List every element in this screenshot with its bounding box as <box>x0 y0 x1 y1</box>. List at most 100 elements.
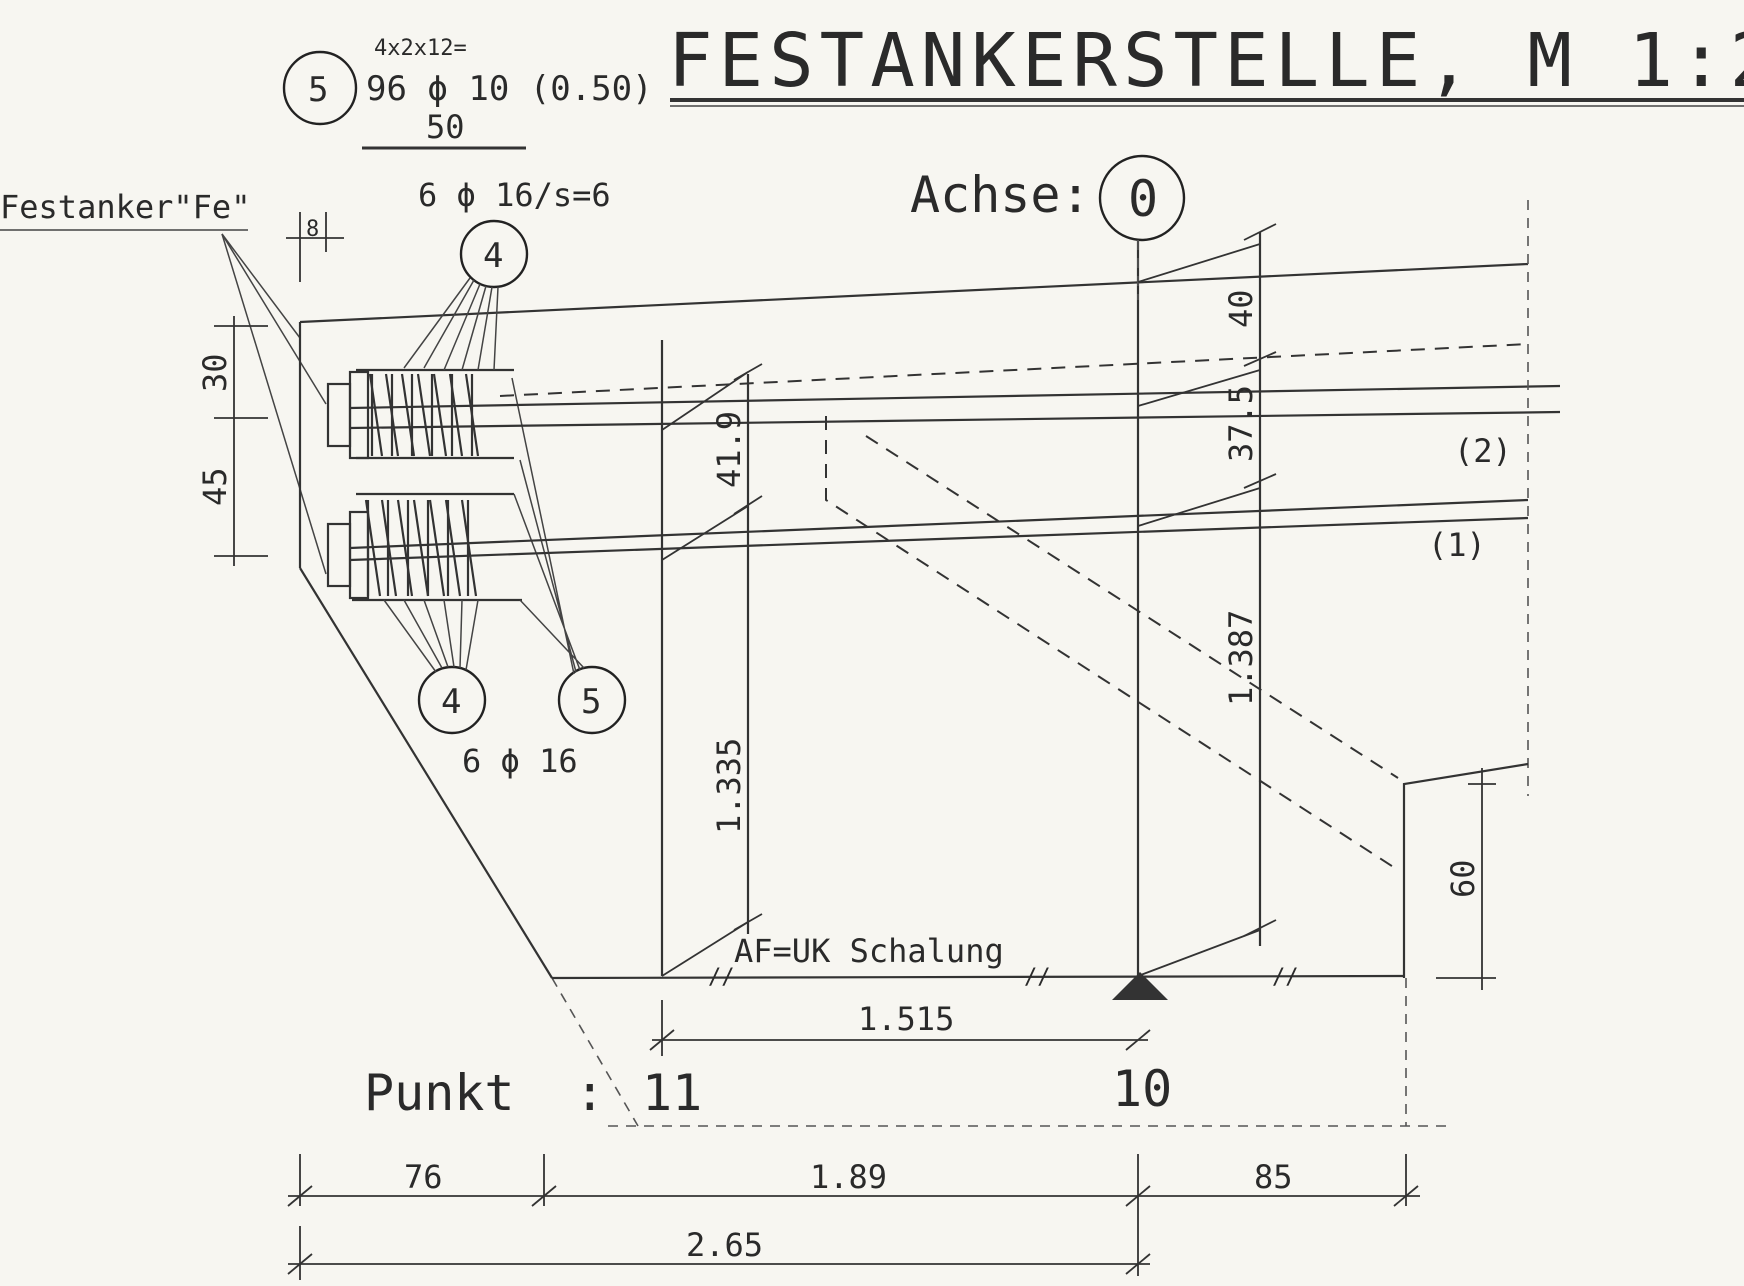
dim-1-89: 1.89 <box>810 1158 887 1196</box>
tendon-2-line-b <box>349 410 1561 430</box>
dim-1-515-tick-1 <box>649 1029 675 1051</box>
bar5-bottom-leaders <box>511 377 585 675</box>
tendon-1-line-b <box>349 516 1529 562</box>
bar4-bottom-spec: 6 ϕ 16 <box>462 742 578 780</box>
bar5-formula: 4x2x12= <box>374 36 467 61</box>
top-edge-line <box>299 262 1529 324</box>
mid-dim-slope-1 <box>661 371 749 431</box>
dim-1-515-tick-2 <box>1125 1029 1151 1051</box>
punkt-row: Punkt : 11 10 <box>364 1060 1172 1122</box>
bar5-bottom-number: 5 <box>581 682 601 722</box>
af-line: AF=UK Schalung // // // <box>551 932 1405 990</box>
dim-41-9: 41.9 <box>710 411 748 488</box>
right-dim-slope-1 <box>1137 243 1261 283</box>
right-dim-slope-3 <box>1137 487 1261 527</box>
bottom-tick-b <box>531 1185 557 1207</box>
bottom-tick-e <box>287 1253 313 1275</box>
dim-1-515: 1.515 <box>858 1000 954 1038</box>
right-dim-tick-2 <box>1243 351 1277 367</box>
axis-0 <box>1112 240 1168 1000</box>
achse-value: 0 <box>1128 170 1158 228</box>
bar5-length: 50 <box>426 108 465 146</box>
anchor-head-bottom-plate <box>326 522 352 588</box>
punkt-label: Punkt : <box>364 1064 605 1122</box>
achse-circle <box>1098 154 1186 242</box>
dim-40: 40 <box>1222 289 1260 328</box>
bar4-bottom-callout: 4 6 ϕ 16 <box>383 599 578 780</box>
anchor-head-bottom <box>348 510 370 600</box>
bar4-top-spec: 6 ϕ 16/s=6 <box>418 176 611 214</box>
dim-1-335: 1.335 <box>710 738 748 834</box>
right-dim-slope-4 <box>1137 929 1261 977</box>
diagonal-dashed-2 <box>865 435 1399 779</box>
festanker-leader-2 <box>221 233 327 405</box>
bar5-position-number: 5 <box>308 70 328 110</box>
achse-label: Achse: <box>910 166 1091 224</box>
bar4-bottom-leaders <box>383 599 479 673</box>
dim-2-65: 2.65 <box>686 1226 763 1264</box>
dim-60: 60 <box>1444 859 1482 898</box>
dim-37-5: 37.5 <box>1222 385 1260 462</box>
punkt-10: 10 <box>1112 1060 1172 1118</box>
right-dim-tick-1 <box>1243 223 1277 241</box>
bar4-top-number: 4 <box>483 236 503 276</box>
festanker-leader-1 <box>221 233 301 339</box>
tendon-2-line-a <box>349 384 1561 410</box>
bottom-tick-a <box>287 1185 313 1207</box>
mid-dim-slope-2 <box>661 505 749 561</box>
mid-dim-slope-3 <box>661 921 749 977</box>
dim-1-515-group: 1.515 <box>649 1000 1151 1056</box>
right-dim-slope-2 <box>1137 369 1261 407</box>
break-mark-1: // <box>708 965 735 990</box>
bar4-bottom-number: 4 <box>441 682 461 722</box>
festanker-leader-3 <box>221 233 327 575</box>
dim-85: 85 <box>1254 1158 1293 1196</box>
tendon-1-line-a <box>349 498 1529 550</box>
dim-1-387: 1.387 <box>1222 610 1260 706</box>
dim-8: 8 <box>306 217 319 242</box>
punkt-11: 11 <box>642 1064 702 1122</box>
bottom-dims-row-2: 2.65 <box>287 1226 1151 1280</box>
mid-dims: 41.9 1.335 <box>661 363 763 977</box>
bar4-top-circle <box>459 219 529 289</box>
tendons: (2) (1) <box>349 343 1561 564</box>
break-mark-2: // <box>1024 965 1051 990</box>
structure-outline <box>551 200 1529 1127</box>
tendon-1-label: (1) <box>1428 526 1486 564</box>
tendon-2-dashed <box>499 343 1529 397</box>
anchor-head-top-plate <box>326 382 352 448</box>
bottom-tick-f <box>1125 1253 1151 1275</box>
bottom-tick-d <box>1393 1185 1419 1207</box>
dim-30: 30 <box>196 353 234 392</box>
bottom-dims-row-1: 76 1.89 85 <box>287 1154 1420 1276</box>
anchor-head-top <box>348 370 370 460</box>
festanker-label: Festanker"Fe" <box>0 188 250 226</box>
bottom-tick-c <box>1125 1185 1151 1207</box>
drawing-title: FESTANKERSTELLE, M 1:25 <box>668 18 1744 104</box>
right-dim-tick-3 <box>1243 473 1277 489</box>
anchor-block <box>298 262 1529 979</box>
bar4-top-leaders <box>403 277 499 371</box>
support-triangle <box>1112 972 1168 1000</box>
bar5-position-circle <box>282 50 358 126</box>
bar5-bottom-callout: 5 <box>511 377 627 735</box>
tendon-2-label: (2) <box>1454 432 1512 470</box>
left-dimensions: 30 45 <box>196 316 268 566</box>
right-dims: 40 37.5 1.387 <box>1137 223 1277 977</box>
af-label: AF=UK Schalung <box>734 932 1004 970</box>
bar5-count: 96 ϕ 10 (0.50) <box>366 69 653 109</box>
break-mark-3: // <box>1272 965 1299 990</box>
bar4-bottom-circle <box>417 665 487 735</box>
bar5-spec: 5 4x2x12= 96 ϕ 10 (0.50) 50 <box>282 36 653 150</box>
spiral-top <box>356 368 514 460</box>
dim-76: 76 <box>404 1158 443 1196</box>
bar5-bottom-circle <box>557 665 627 735</box>
bar4-top-callout: 4 <box>403 219 529 371</box>
dim-45: 45 <box>196 467 234 506</box>
diagonal-dashed-1 <box>825 416 1399 871</box>
block-slope <box>299 567 553 979</box>
dim-60-group: 60 <box>1436 768 1496 990</box>
af-baseline <box>551 974 1405 980</box>
pier-outline <box>1402 762 1529 978</box>
